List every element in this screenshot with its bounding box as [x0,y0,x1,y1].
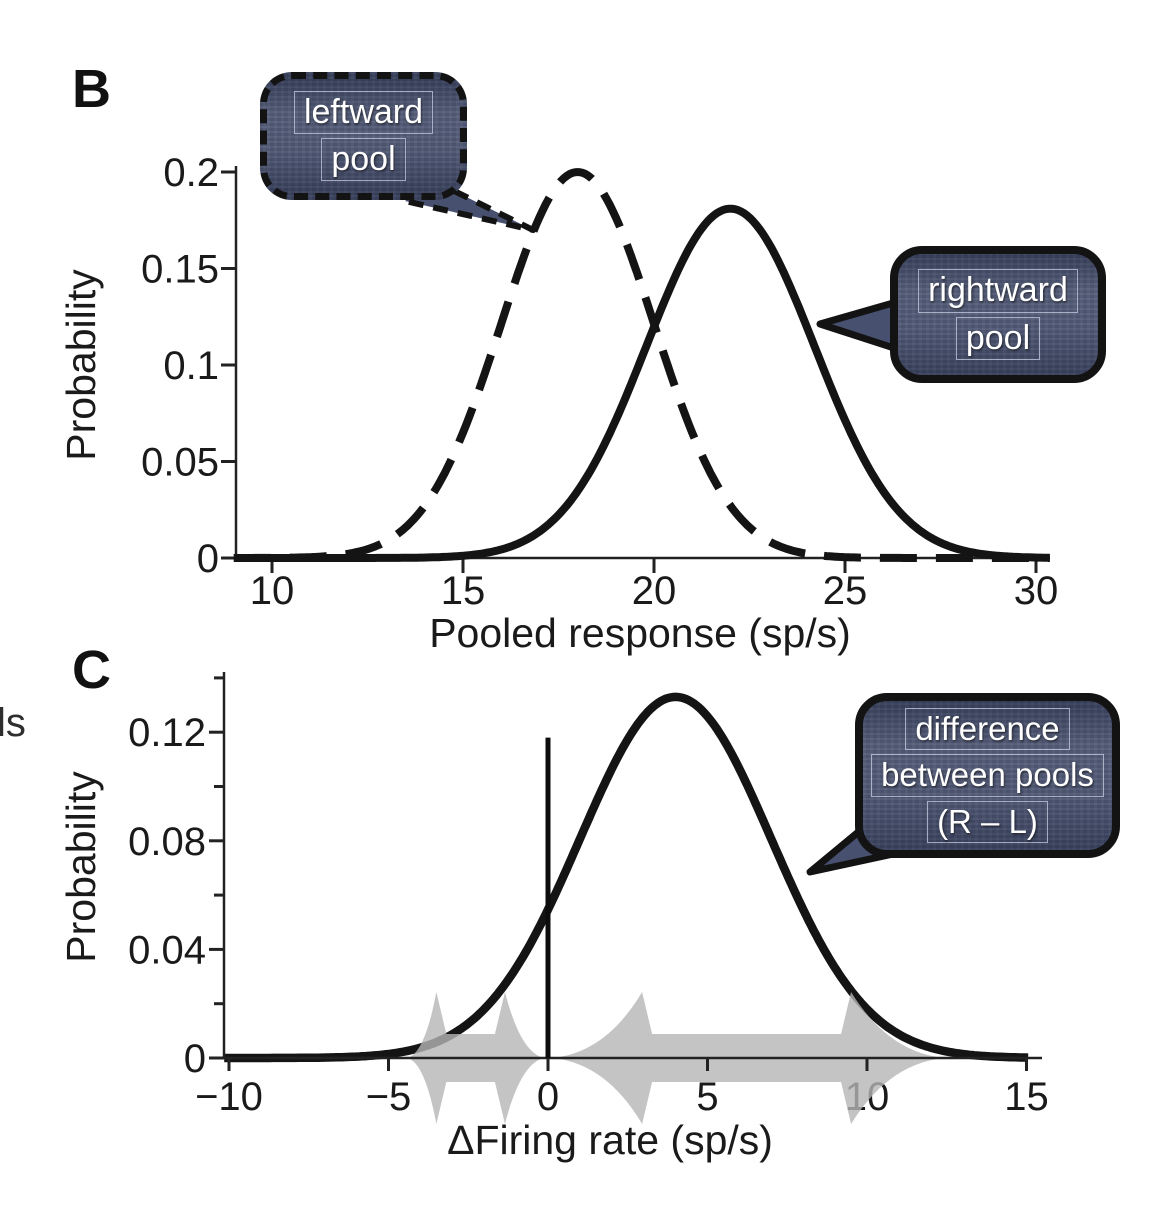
x-tick-label: −5 [366,1075,412,1119]
x-tick-label: 0 [537,1075,559,1119]
callout-difference-between-pools: difference between pools (R – L) [855,693,1120,858]
y-tick-label: 0.2 [163,151,219,195]
panel-b-plot: 10 15 20 25 30 0 0.05 0.1 0.15 0.2 Pooled response… [58,151,1058,656]
y-tick-label: 0 [197,537,219,581]
callout-line: between pools [871,754,1104,797]
panel-b-label: B [72,59,111,119]
callout-line: leftward [293,90,434,134]
callout-leftward-pool: leftward pool [260,72,467,200]
panel-c-ylabel: Probability [58,771,104,963]
y-tick-label: 0.08 [128,820,206,864]
x-tick-label: 25 [823,569,868,613]
callout-line: pool [955,316,1041,360]
x-tick-label: 10 [250,569,295,613]
rightward-callout-tail [816,297,904,354]
y-tick-label: 0.15 [141,248,219,292]
y-tick-label: 0 [184,1037,206,1081]
x-tick-label: 15 [441,569,486,613]
callout-line: rightward [918,269,1078,313]
y-tick-label: 0.1 [163,344,219,388]
panel-c-xlabel: ΔFiring rate (sp/s) [447,1117,773,1163]
curve-rightward-pool [233,204,1050,562]
x-tick-label: 30 [1014,569,1059,613]
x-tick-label: 5 [696,1075,718,1119]
y-tick-label: 0.04 [128,928,206,972]
panel-b-xlabel: Pooled response (sp/s) [429,610,851,656]
callout-line: (R – L) [927,800,1048,843]
callout-tails [402,177,904,876]
panel-c-label: C [72,640,111,700]
curve-difference [224,692,1029,1063]
callout-rightward-pool: rightward pool [890,246,1106,383]
curve-leftward-pool [233,168,1050,562]
x-tick-label: 20 [632,569,677,613]
panel-b-ylabel: Probability [58,269,104,461]
y-tick-label: 0.05 [141,441,219,485]
x-tick-label: 15 [1004,1075,1049,1119]
callout-line: pool [321,138,406,182]
callout-line: difference [905,708,1070,751]
cropped-text-fragment: ls [0,701,26,745]
y-tick-label: 0.12 [128,711,206,755]
x-tick-label: −10 [195,1075,263,1119]
